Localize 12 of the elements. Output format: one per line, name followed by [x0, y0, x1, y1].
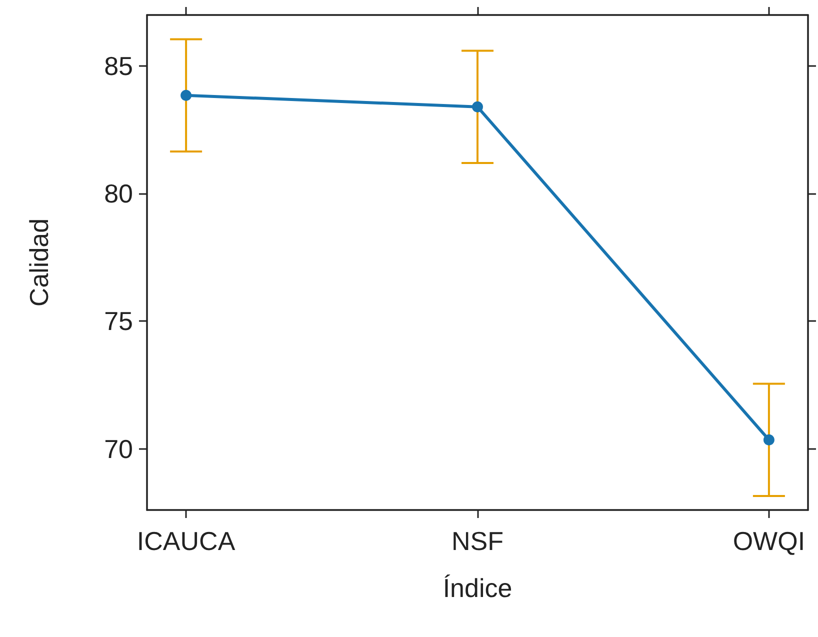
x-tick-label: NSF — [452, 526, 504, 556]
x-tick-label: OWQI — [732, 526, 806, 556]
y-tick-label: 70 — [104, 434, 133, 464]
y-tick-label: 75 — [104, 306, 133, 336]
y-axis-title: Calidad — [24, 218, 54, 307]
x-axis-title: Índice — [442, 573, 512, 603]
point — [472, 101, 483, 112]
y-tick-label: 80 — [104, 178, 133, 209]
x-tick-label: ICAUCA — [136, 526, 236, 556]
y-tick-label: 85 — [104, 51, 133, 82]
point — [180, 90, 192, 101]
point — [763, 434, 774, 446]
